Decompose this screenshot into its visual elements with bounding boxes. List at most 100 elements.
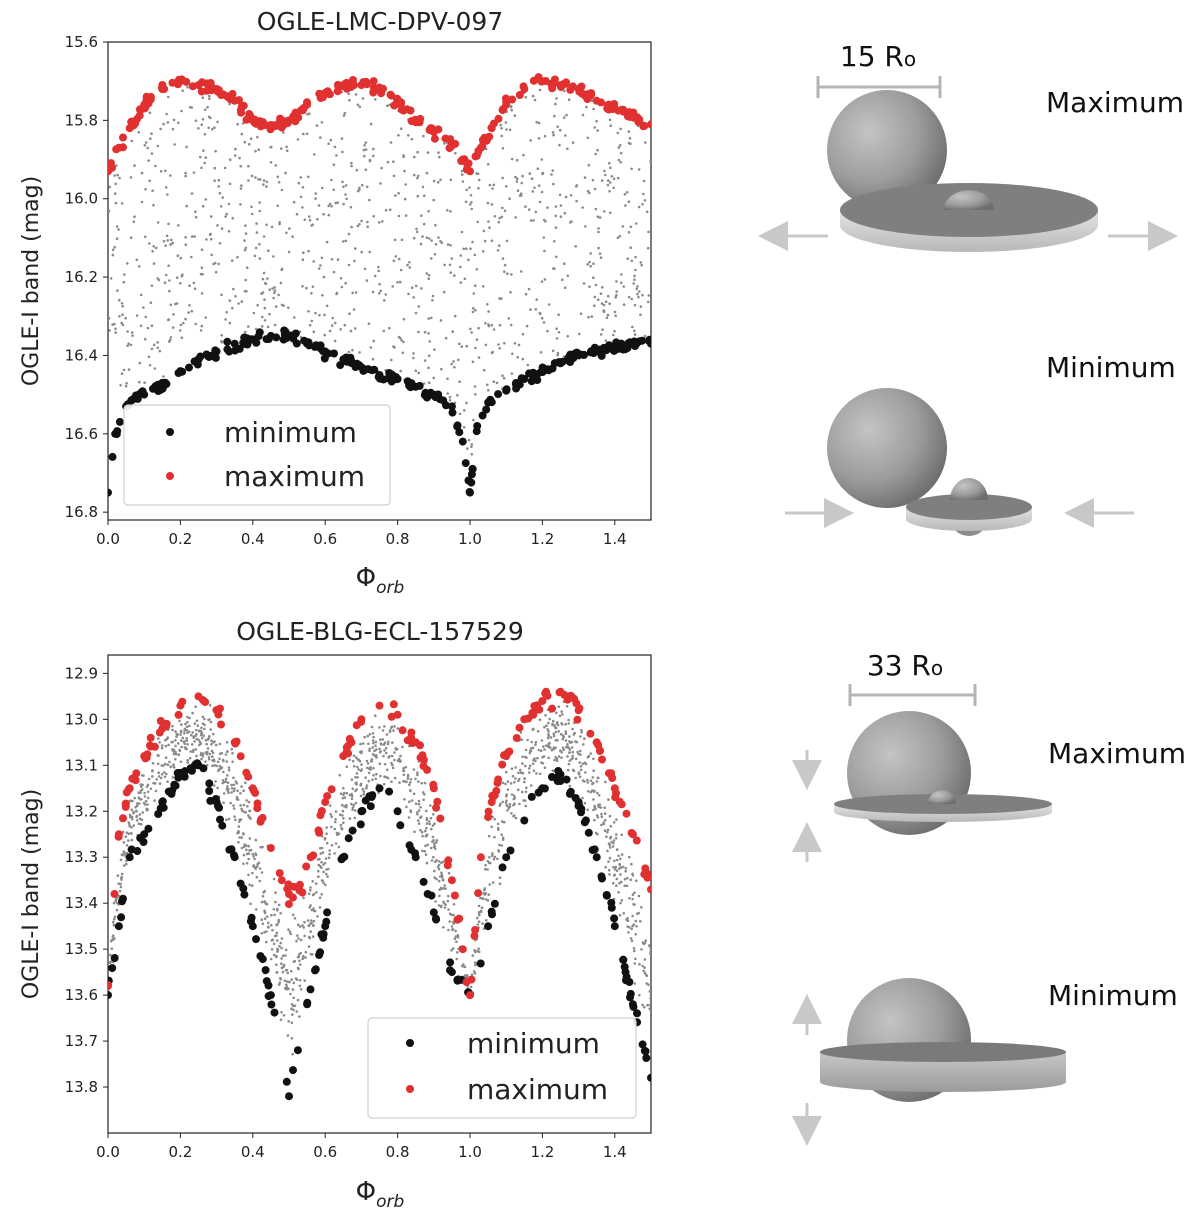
data-point-all: [472, 292, 476, 295]
data-point-all: [618, 913, 622, 917]
data-point-all: [303, 934, 307, 938]
data-point-all: [193, 287, 197, 291]
data-point-all: [227, 766, 231, 769]
data-point-all: [146, 146, 149, 150]
x-tick-label: 0.2: [168, 1143, 192, 1161]
data-point-all: [302, 132, 305, 136]
data-point-all: [416, 176, 419, 180]
data-point-all: [625, 191, 629, 194]
data-point-maximum: [160, 85, 169, 94]
data-point-all: [609, 824, 613, 828]
data-point-all: [324, 857, 328, 860]
data-point-all: [409, 778, 413, 781]
data-point-all: [501, 257, 505, 260]
data-point-maximum: [342, 743, 351, 752]
data-point-all: [113, 245, 116, 249]
data-point-all: [328, 849, 332, 852]
data-point-minimum: [584, 828, 593, 837]
data-point-all: [231, 306, 234, 310]
data-point-all: [375, 756, 378, 759]
data-point-all: [270, 225, 274, 229]
data-point-maximum: [419, 755, 428, 764]
data-point-all: [250, 205, 253, 209]
data-point-all: [378, 283, 381, 286]
data-point-all: [473, 253, 477, 257]
data-point-all: [343, 323, 347, 327]
data-point-all: [312, 919, 316, 923]
data-point-all: [275, 909, 279, 912]
data-point-all: [480, 906, 484, 909]
data-point-all: [201, 118, 205, 121]
data-point-all: [427, 366, 430, 370]
data-point-all: [260, 871, 264, 874]
data-point-all: [150, 324, 154, 328]
data-point-all: [183, 729, 186, 732]
data-point-all: [555, 759, 559, 762]
data-point-maximum: [288, 893, 297, 902]
data-point-all: [166, 121, 170, 124]
data-point-all: [130, 838, 134, 842]
data-point-all: [622, 303, 626, 307]
data-point-all: [566, 768, 570, 772]
data-point-all: [272, 908, 276, 911]
data-point-all: [616, 236, 620, 240]
data-point-all: [534, 759, 537, 763]
data-point-all: [625, 884, 629, 888]
data-point-all: [234, 147, 237, 151]
data-point-all: [402, 767, 405, 770]
data-point-all: [505, 793, 509, 796]
data-point-minimum: [174, 369, 183, 377]
data-point-all: [633, 274, 636, 278]
data-point-all: [368, 767, 371, 771]
data-point-all: [430, 239, 433, 242]
data-point-all: [185, 145, 188, 149]
data-point-minimum: [159, 803, 168, 812]
data-point-all: [432, 198, 436, 202]
data-point-all: [247, 164, 250, 168]
data-point-all: [465, 344, 469, 348]
data-point-all: [334, 842, 338, 845]
data-point-all: [368, 250, 372, 254]
data-point-maximum: [577, 82, 586, 91]
data-point-all: [332, 163, 336, 166]
data-point-all: [322, 863, 325, 866]
data-point-all: [540, 280, 544, 283]
data-point-all: [342, 185, 345, 189]
data-point-all: [131, 799, 134, 803]
data-point-minimum: [108, 488, 112, 497]
data-point-all: [502, 820, 506, 824]
data-point-all: [603, 210, 606, 213]
data-point-minimum: [565, 353, 574, 361]
data-point-all: [242, 862, 245, 866]
y-tick-label: 13.2: [65, 802, 98, 820]
data-point-all: [171, 776, 175, 779]
data-point-all: [208, 704, 212, 707]
data-point-all: [440, 871, 443, 874]
data-point-all: [448, 399, 452, 402]
data-point-all: [280, 188, 284, 192]
data-point-all: [383, 763, 387, 766]
data-point-all: [180, 739, 183, 742]
data-point-minimum: [502, 853, 511, 862]
data-point-all: [134, 806, 137, 809]
data-point-all: [415, 227, 418, 231]
data-point-all: [373, 749, 376, 753]
data-point-all: [117, 228, 120, 231]
data-point-all: [524, 804, 528, 808]
data-point-all: [224, 777, 228, 781]
data-point-all: [546, 728, 549, 731]
data-point-maximum: [471, 926, 480, 934]
data-point-all: [637, 894, 641, 898]
data-point-all: [244, 811, 248, 814]
data-point-maximum: [515, 91, 524, 99]
data-point-minimum: [525, 369, 534, 378]
data-point-all: [432, 179, 436, 183]
data-point-all: [372, 215, 376, 218]
data-point-all: [449, 271, 453, 274]
data-point-all: [538, 718, 542, 721]
data-point-all: [435, 841, 438, 844]
data-point-all: [561, 737, 565, 741]
data-point-all: [556, 125, 559, 128]
data-point-all: [630, 927, 633, 930]
data-point-all: [590, 315, 594, 318]
